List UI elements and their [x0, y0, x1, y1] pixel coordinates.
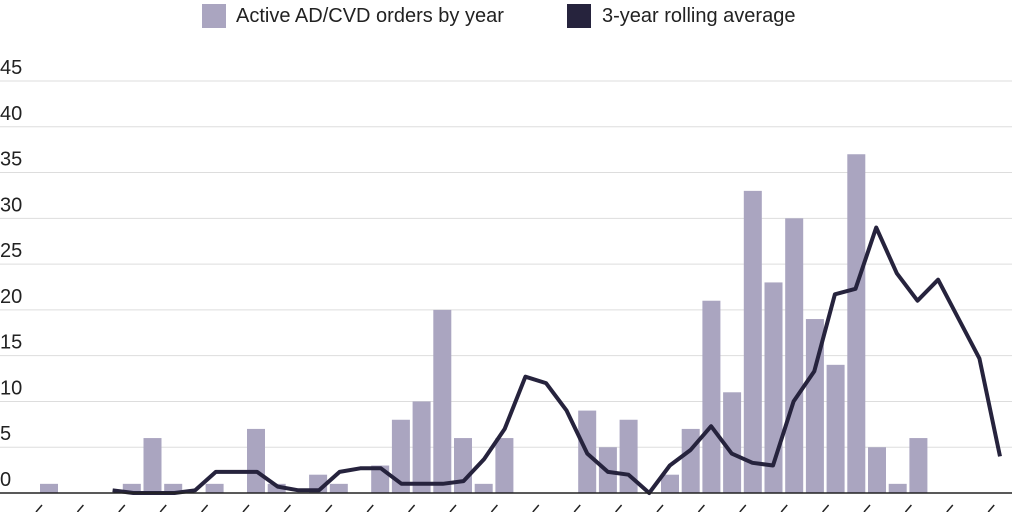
- gridlines: [0, 80, 1012, 448]
- bar: [681, 428, 700, 493]
- bar: [888, 483, 907, 493]
- x-tick-mark: [201, 504, 209, 512]
- bar: [329, 483, 348, 493]
- x-tick-mark: [449, 504, 457, 512]
- x-tick-mark: [490, 504, 498, 512]
- x-tick-mark: [573, 504, 581, 512]
- y-tick-label: 40: [0, 103, 22, 125]
- x-tick-mark: [656, 504, 664, 512]
- bar: [495, 438, 514, 493]
- x-tick-mark: [697, 504, 705, 512]
- y-tick-label: 20: [0, 286, 22, 308]
- bar: [122, 483, 141, 493]
- bar: [433, 309, 452, 493]
- y-tick-label: 25: [0, 240, 22, 262]
- y-tick-label: 10: [0, 377, 22, 399]
- line-series: [112, 225, 1002, 495]
- x-tick-mark: [76, 504, 84, 512]
- bar: [164, 483, 183, 493]
- bar: [826, 364, 845, 493]
- bar: [412, 401, 431, 493]
- bar: [205, 483, 224, 493]
- legend-label-line: 3-year rolling average: [602, 5, 795, 27]
- bar: [391, 419, 410, 493]
- y-axis-tick-labels: 0 5 10 15 20 25 30 35 40 45: [0, 57, 22, 491]
- y-tick-label: 5: [0, 423, 11, 445]
- bar: [702, 300, 721, 493]
- x-tick-mark: [739, 504, 747, 512]
- x-axis-tick-labels: [35, 504, 995, 512]
- x-tick-mark: [904, 504, 912, 512]
- legend: Active AD/CVD orders by year 3-year roll…: [202, 4, 795, 28]
- bar: [805, 319, 824, 493]
- x-tick-mark: [242, 504, 250, 512]
- bar: [247, 428, 265, 493]
- x-tick-mark: [987, 504, 995, 512]
- y-tick-label: 30: [0, 194, 22, 216]
- y-tick-label: 15: [0, 332, 22, 354]
- bar: [143, 438, 162, 493]
- x-tick-mark: [946, 504, 954, 512]
- x-tick-mark: [159, 504, 167, 512]
- bar: [474, 483, 493, 493]
- bar: [454, 438, 472, 493]
- x-tick-mark: [863, 504, 871, 512]
- legend-swatch-line: [567, 4, 591, 28]
- legend-swatch-bars: [202, 4, 226, 28]
- bar: [723, 392, 742, 493]
- x-tick-mark: [780, 504, 788, 512]
- bar: [764, 282, 783, 493]
- y-tick-label: 35: [0, 149, 22, 171]
- x-tick-mark: [532, 504, 540, 512]
- x-tick-mark: [325, 504, 333, 512]
- bar: [847, 154, 866, 493]
- x-tick-mark: [822, 504, 830, 512]
- bar: [661, 474, 679, 493]
- legend-label-bars: Active AD/CVD orders by year: [236, 5, 504, 27]
- x-tick-mark: [408, 504, 416, 512]
- bar: [743, 190, 762, 493]
- x-tick-mark: [283, 504, 291, 512]
- x-tick-mark: [118, 504, 126, 512]
- bar-series: [40, 154, 928, 494]
- x-tick-mark: [35, 504, 43, 512]
- y-tick-label: 0: [0, 469, 11, 491]
- bar: [868, 447, 886, 493]
- rolling-average-line: [112, 225, 1002, 495]
- bar: [40, 483, 58, 493]
- y-tick-label: 45: [0, 57, 22, 79]
- bar: [909, 438, 928, 493]
- bar: [267, 483, 286, 493]
- x-tick-mark: [615, 504, 623, 512]
- x-tick-mark: [366, 504, 374, 512]
- bar: [785, 218, 804, 494]
